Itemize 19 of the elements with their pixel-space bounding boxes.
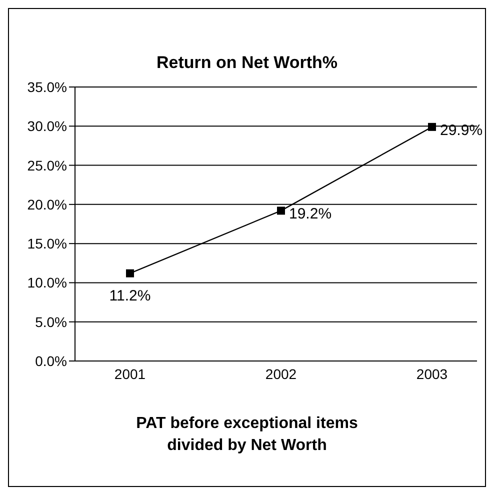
x-tick-label: 2001 — [114, 366, 146, 382]
y-tick-label: 30.0% — [27, 118, 67, 134]
data-label: 11.2% — [109, 287, 151, 304]
y-tick-label: 5.0% — [35, 314, 67, 330]
y-tick-label: 20.0% — [27, 196, 67, 212]
chart-title: Return on Net Worth% — [155, 53, 338, 73]
x-tick-label: 2002 — [265, 366, 297, 382]
point — [126, 269, 134, 278]
x-axis-title: PAT before exceptional items divided by Net Worth — [135, 414, 359, 456]
point — [277, 206, 285, 215]
y-tick-label: 0.0% — [35, 352, 67, 369]
data-label: 19.2% — [289, 206, 332, 223]
y-tick-label: 25.0% — [27, 157, 67, 174]
x-tick-label: 2003 — [416, 366, 448, 382]
y-tick-label: 15.0% — [27, 236, 67, 252]
point — [428, 122, 436, 131]
data-label: 29.9% — [440, 122, 483, 139]
y-tick-label: 35.0% — [27, 78, 67, 95]
y-tick-label: 10.0% — [27, 274, 67, 291]
